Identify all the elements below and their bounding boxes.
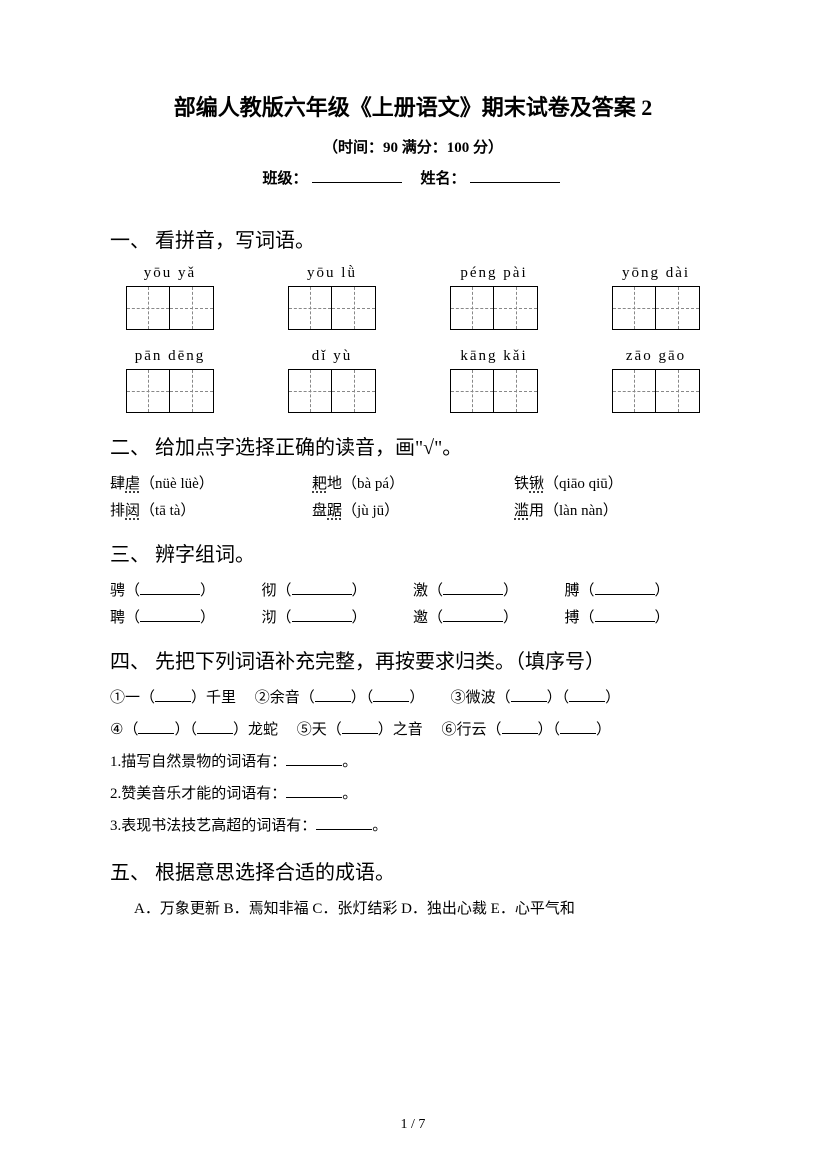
q2-item: 肆虐（nüè lüè）: [110, 472, 312, 493]
pinyin: yōu lǜ: [272, 265, 392, 282]
tianzi-pair: [596, 286, 716, 330]
class-label: 班级：: [262, 171, 307, 187]
tianzi-box[interactable]: [494, 286, 538, 330]
q4-blank[interactable]: [138, 722, 174, 734]
pinyin: zāo gāo: [596, 348, 716, 365]
q2-item: 滥用（làn nàn）: [514, 499, 716, 520]
pinyin: kāng kǎi: [434, 348, 554, 365]
q2-item: 盘踞（jù jū）: [312, 499, 514, 520]
q3-blank[interactable]: [443, 610, 503, 622]
q4-blank[interactable]: [373, 690, 409, 702]
tianzi-pair: [596, 369, 716, 413]
q4-head: 四、 先把下列词语补充完整，再按要求归类。（填序号）: [110, 645, 716, 674]
q3-row: 骋（） 彻（） 激（） 膊（）: [110, 579, 716, 600]
q3-item: 激（）: [413, 579, 565, 600]
pinyin: péng pài: [434, 265, 554, 282]
class-blank[interactable]: [312, 169, 402, 183]
q3-item: 搏（）: [565, 606, 717, 627]
q3-item: 沏（）: [262, 606, 414, 627]
q4-blank[interactable]: [511, 690, 547, 702]
exam-page: 部编人教版六年级《上册语文》期末试卷及答案 2 （时间：90 满分：100 分）…: [0, 0, 826, 1169]
q2-item: 耙地（bà pá）: [312, 472, 514, 493]
q4-blank[interactable]: [286, 786, 342, 798]
q2-row: 肆虐（nüè lüè） 耙地（bà pá） 铁锹（qiāo qiū）: [110, 472, 716, 493]
q4-blank[interactable]: [286, 754, 342, 766]
q4-sub-1: 1.描写自然景物的词语有：。: [110, 750, 716, 774]
q3-item: 邀（）: [413, 606, 565, 627]
q4-line-2: ④（）（）龙蛇 ⑤天（）之音 ⑥行云（）（）: [110, 718, 716, 742]
page-number: 1 / 7: [0, 1117, 826, 1133]
q2-item: 排闼（tā tà）: [110, 499, 312, 520]
q3-item: 彻（）: [262, 579, 414, 600]
q3-blank[interactable]: [292, 610, 352, 622]
q5-head: 五、 根据意思选择合适的成语。: [110, 856, 716, 885]
q2-row: 排闼（tā tà） 盘踞（jù jū） 滥用（làn nàn）: [110, 499, 716, 520]
q1-box-row-1: [110, 286, 716, 330]
tianzi-pair: [434, 369, 554, 413]
q1-pinyin-row-1: yōu yǎ yōu lǜ péng pài yōng dài: [110, 265, 716, 282]
q2-head: 二、 给加点字选择正确的读音，画"√"。: [110, 431, 716, 460]
q1-head: 一、 看拼音，写词语。: [110, 224, 716, 253]
tianzi-pair: [272, 286, 392, 330]
tianzi-box[interactable]: [288, 369, 332, 413]
q4-blank[interactable]: [502, 722, 538, 734]
q4-sub-2: 2.赞美音乐才能的词语有：。: [110, 782, 716, 806]
q3-item: 聘（）: [110, 606, 262, 627]
q4-sub-3: 3.表现书法技艺高超的词语有：。: [110, 814, 716, 838]
tianzi-box[interactable]: [126, 286, 170, 330]
q3-blank[interactable]: [595, 583, 655, 595]
tianzi-box[interactable]: [170, 286, 214, 330]
q4-blank[interactable]: [197, 722, 233, 734]
tianzi-box[interactable]: [126, 369, 170, 413]
student-info-row: 班级： 姓名：: [110, 167, 716, 188]
pinyin: yōu yǎ: [110, 265, 230, 282]
q1-box-row-2: [110, 369, 716, 413]
q3-blank[interactable]: [595, 610, 655, 622]
q3-blank[interactable]: [140, 583, 200, 595]
q3-item: 膊（）: [565, 579, 717, 600]
q3-blank[interactable]: [140, 610, 200, 622]
tianzi-box[interactable]: [656, 286, 700, 330]
tianzi-box[interactable]: [450, 369, 494, 413]
pinyin: dǐ yù: [272, 348, 392, 365]
q4-blank[interactable]: [315, 690, 351, 702]
tianzi-box[interactable]: [450, 286, 494, 330]
tianzi-box[interactable]: [332, 286, 376, 330]
q4-blank[interactable]: [316, 818, 372, 830]
q4-blank[interactable]: [155, 690, 191, 702]
tianzi-pair: [110, 286, 230, 330]
pinyin: yōng dài: [596, 265, 716, 282]
tianzi-box[interactable]: [332, 369, 376, 413]
tianzi-pair: [272, 369, 392, 413]
q3-head: 三、 辨字组词。: [110, 538, 716, 567]
page-subtitle: （时间：90 满分：100 分）: [110, 136, 716, 157]
q3-blank[interactable]: [443, 583, 503, 595]
tianzi-box[interactable]: [288, 286, 332, 330]
tianzi-box[interactable]: [494, 369, 538, 413]
name-blank[interactable]: [470, 169, 560, 183]
tianzi-box[interactable]: [612, 369, 656, 413]
pinyin: pān dēng: [110, 348, 230, 365]
q4-blank[interactable]: [342, 722, 378, 734]
name-label: 姓名：: [421, 171, 466, 187]
tianzi-box[interactable]: [656, 369, 700, 413]
q3-item: 骋（）: [110, 579, 262, 600]
tianzi-pair: [110, 369, 230, 413]
q2-item: 铁锹（qiāo qiū）: [514, 472, 716, 493]
tianzi-pair: [434, 286, 554, 330]
q4-blank[interactable]: [569, 690, 605, 702]
q3-blank[interactable]: [292, 583, 352, 595]
q5-options: A．万象更新 B．焉知非福 C．张灯结彩 D．独出心裁 E．心平气和: [134, 897, 716, 918]
tianzi-box[interactable]: [612, 286, 656, 330]
q1-pinyin-row-2: pān dēng dǐ yù kāng kǎi zāo gāo: [110, 348, 716, 365]
q4-line-1: ①一（）千里 ②余音（）（） ③微波（）（）: [110, 686, 716, 710]
q4-blank[interactable]: [560, 722, 596, 734]
q3-row: 聘（） 沏（） 邀（） 搏（）: [110, 606, 716, 627]
tianzi-box[interactable]: [170, 369, 214, 413]
page-title: 部编人教版六年级《上册语文》期末试卷及答案 2: [110, 90, 716, 122]
